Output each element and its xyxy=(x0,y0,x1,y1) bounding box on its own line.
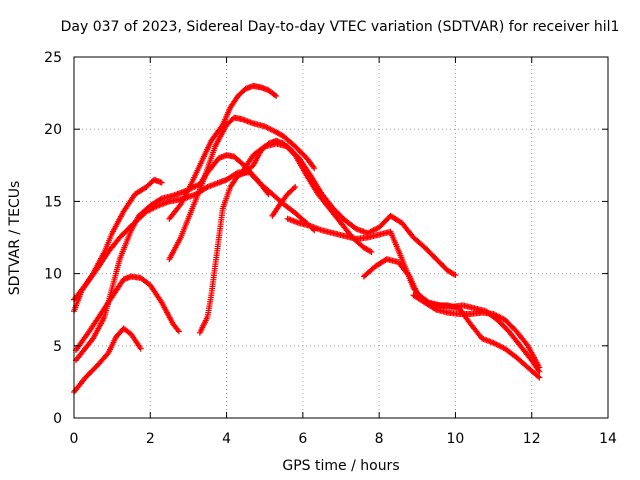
axis-ticks: 0 2 4 6 8 10 12 14 0 5 10 15 20 25 xyxy=(44,50,617,447)
x-tick-label: 14 xyxy=(599,431,617,447)
data-markers xyxy=(71,82,543,396)
x-tick-label: 2 xyxy=(146,431,155,447)
data-point xyxy=(158,179,165,186)
data-point xyxy=(271,92,278,99)
data-point xyxy=(203,184,210,191)
data-point xyxy=(137,345,144,352)
data-point xyxy=(535,373,542,380)
data-point xyxy=(290,185,297,192)
series-arc-13 xyxy=(410,292,543,381)
x-tick-label: 4 xyxy=(222,431,231,447)
series-arc-11 xyxy=(284,215,543,371)
data-point xyxy=(420,298,427,305)
data-point xyxy=(451,271,458,278)
series-arc-7 xyxy=(166,114,318,263)
y-tick-label: 10 xyxy=(44,267,62,283)
data-point xyxy=(536,368,543,375)
data-point xyxy=(536,374,543,381)
plot-frame xyxy=(73,56,609,419)
y-axis-label: SDTVAR / TECUs xyxy=(7,181,23,296)
chart-title: Day 037 of 2023, Sidereal Day-to-day VTE… xyxy=(61,19,620,35)
y-tick-label: 20 xyxy=(44,122,62,138)
series-arc-1 xyxy=(71,325,144,396)
x-axis-label: GPS time / hours xyxy=(282,458,399,474)
data-point xyxy=(452,272,459,279)
x-tick-label: 0 xyxy=(70,431,79,447)
x-tick-label: 10 xyxy=(447,431,465,447)
x-tick-label: 12 xyxy=(523,431,541,447)
data-point xyxy=(260,144,267,151)
x-tick-label: 8 xyxy=(375,431,384,447)
series-arc-6 xyxy=(166,82,280,222)
series-arc-10 xyxy=(269,183,299,219)
series-arc-9 xyxy=(238,140,459,279)
y-tick-label: 0 xyxy=(53,411,62,427)
x-tick-label: 6 xyxy=(298,431,307,447)
y-tick-label: 15 xyxy=(44,194,62,210)
y-tick-label: 25 xyxy=(44,50,62,66)
data-point xyxy=(104,351,111,358)
data-point xyxy=(175,328,182,335)
data-point xyxy=(273,92,280,99)
series-arc-5 xyxy=(71,169,318,303)
data-point xyxy=(292,183,299,190)
y-tick-label: 5 xyxy=(53,339,62,355)
data-point xyxy=(368,248,375,255)
data-point xyxy=(157,196,164,203)
data-point xyxy=(367,248,374,255)
data-point xyxy=(311,165,318,172)
